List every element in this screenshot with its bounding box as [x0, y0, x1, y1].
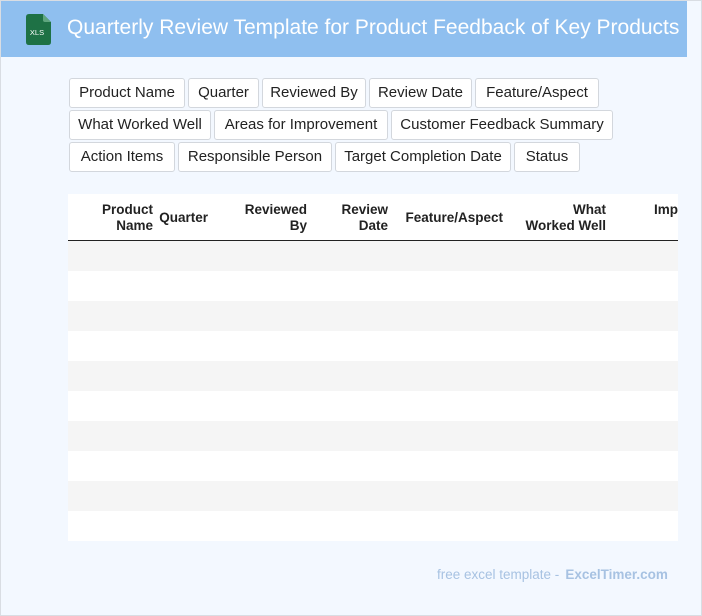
column-header-what-worked-well[interactable]: What Worked Well [525, 202, 606, 233]
footer-credit: free excel template - ExcelTimer.com [437, 567, 668, 582]
column-header-product-name[interactable]: Product Name [101, 202, 153, 233]
table-row[interactable] [68, 331, 678, 361]
table-header: Product Name Quarter Reviewed By Review Dat… [68, 194, 678, 241]
chip-row: Action Items Responsible Person Target C… [69, 142, 629, 172]
page-title: Quarterly Review Template for Product Fe… [67, 16, 680, 39]
table-row[interactable] [68, 391, 678, 421]
table-row[interactable] [68, 481, 678, 511]
chip-target-completion-date[interactable]: Target Completion Date [335, 142, 511, 172]
chip-what-worked-well[interactable]: What Worked Well [69, 110, 211, 140]
column-header-areas-for-improvement[interactable]: Imp [654, 202, 678, 217]
table-row[interactable] [68, 271, 678, 301]
chip-status[interactable]: Status [514, 142, 580, 172]
column-header-reviewed-by[interactable]: Reviewed By [244, 202, 307, 233]
table-row[interactable] [68, 451, 678, 481]
column-header-review-date[interactable]: Review Date [341, 202, 388, 233]
xls-file-icon: XLS [26, 14, 51, 45]
chip-responsible-person[interactable]: Responsible Person [178, 142, 332, 172]
chip-row: Product Name Quarter Reviewed By Review … [69, 78, 629, 108]
column-header-feature-aspect[interactable]: Feature/Aspect [405, 210, 503, 225]
chip-row: What Worked Well Areas for Improvement C… [69, 110, 629, 140]
chip-product-name[interactable]: Product Name [69, 78, 185, 108]
table-row[interactable] [68, 361, 678, 391]
chip-reviewed-by[interactable]: Reviewed By [262, 78, 366, 108]
chip-customer-feedback-summary[interactable]: Customer Feedback Summary [391, 110, 613, 140]
chip-areas-for-improvement[interactable]: Areas for Improvement [214, 110, 388, 140]
table-row[interactable] [68, 301, 678, 331]
chip-action-items[interactable]: Action Items [69, 142, 175, 172]
field-chip-list: Product Name Quarter Reviewed By Review … [69, 78, 629, 174]
header-bar: XLS Quarterly Review Template for Produc… [1, 1, 687, 57]
chip-feature-aspect[interactable]: Feature/Aspect [475, 78, 599, 108]
xls-icon-label: XLS [30, 28, 44, 37]
table-row[interactable] [68, 241, 678, 271]
table-row[interactable] [68, 421, 678, 451]
footer-prefix: free excel template - [437, 567, 560, 582]
footer-brand-link[interactable]: ExcelTimer.com [565, 567, 668, 582]
table-row[interactable] [68, 511, 678, 541]
column-header-quarter[interactable]: Quarter [159, 210, 208, 225]
review-table: Product Name Quarter Reviewed By Review Dat… [68, 194, 678, 541]
chip-quarter[interactable]: Quarter [188, 78, 259, 108]
chip-review-date[interactable]: Review Date [369, 78, 472, 108]
